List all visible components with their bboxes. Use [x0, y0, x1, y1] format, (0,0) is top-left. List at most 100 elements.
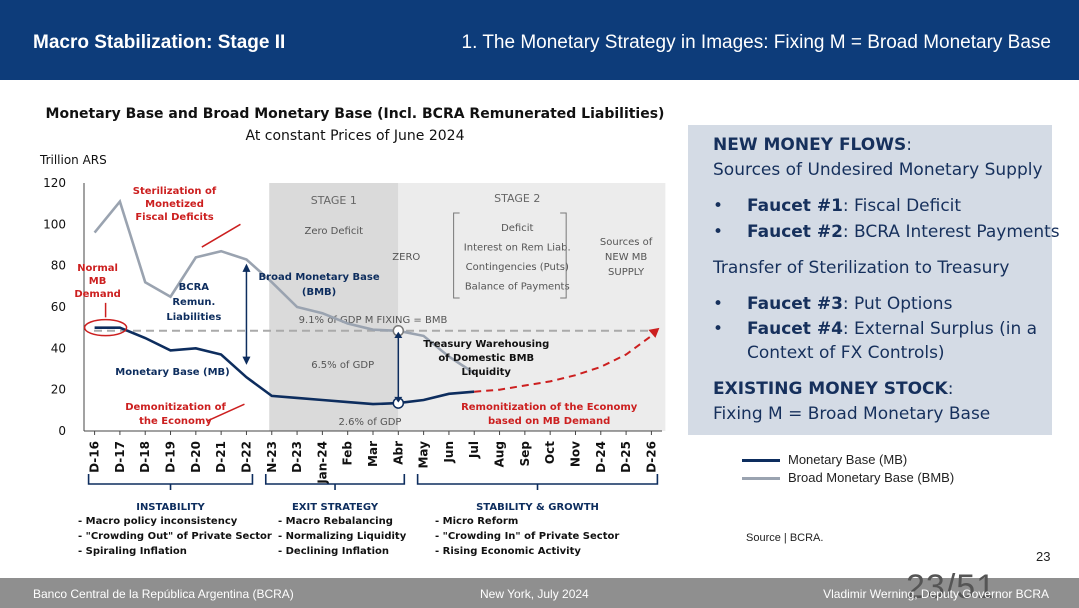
- x-tick-label: D-16: [88, 441, 102, 473]
- phase-item: - Declining Inflation: [278, 546, 389, 557]
- stage2-sources-line-2: SUPPLY: [608, 267, 645, 278]
- legend-label-mb: Monetary Base (MB): [788, 452, 908, 467]
- x-tick-label: Abr: [391, 441, 405, 465]
- y-tick-label: 40: [51, 341, 66, 355]
- monetary-base-chart: Monetary Base and Broad Monetary Base (I…: [39, 106, 666, 557]
- sterilization-label-line-2: Fiscal Deficits: [135, 212, 213, 223]
- stage1-text: Zero Deficit: [304, 226, 363, 237]
- x-tick-label: D-18: [138, 441, 152, 473]
- sterilization-label-line-0: Sterilization of: [133, 186, 217, 197]
- bcra-remun-arrow-down: [242, 356, 251, 365]
- x-tick-label: Nov: [568, 441, 582, 467]
- x-tick-label: Aug: [493, 441, 507, 467]
- demonetization-label-line-0: Demonitization of: [125, 402, 226, 413]
- panel-line-fixing-m: Fixing M = Broad Monetary Base: [713, 404, 991, 424]
- x-tick-label: Mar: [366, 441, 380, 467]
- bcra-remun-arrow-up: [242, 263, 251, 272]
- chart-subtitle: At constant Prices of June 2024: [246, 128, 465, 144]
- normal-mb-highlight: [83, 318, 128, 337]
- chart-title: Monetary Base and Broad Monetary Base (I…: [46, 106, 665, 122]
- normal-mb-label-line-0: Normal: [77, 263, 118, 274]
- footer-event: New York, July 2024: [480, 587, 589, 601]
- panel-line-undesired-supply: Sources of Undesired Monetary Supply: [713, 160, 1043, 180]
- phase-item: - Spiraling Inflation: [78, 546, 187, 557]
- chart-area: Monetary Base and Broad Monetary Base (I…: [30, 96, 680, 566]
- stage2-title: STAGE 2: [494, 192, 540, 205]
- reference-line-label: 9.1% of GDP M FIXING = BMB: [299, 315, 448, 326]
- slide-header: Macro Stabilization: Stage II 1. The Mon…: [0, 0, 1079, 80]
- y-tick-label: 0: [58, 424, 66, 438]
- phase-title: INSTABILITY: [136, 502, 205, 513]
- x-tick-label: Jan-24: [315, 441, 329, 485]
- y-tick-label: 100: [43, 217, 66, 231]
- footer-org: Banco Central de la República Argentina …: [33, 587, 294, 601]
- remonetization-label-line-0: Remonitization of the Economy: [461, 402, 638, 413]
- stage2-item: Contingencies (Puts): [466, 262, 569, 273]
- source-note: Source | BCRA.: [746, 532, 824, 544]
- x-tick-label: Jun: [442, 441, 456, 464]
- panel-line-transfer: Transfer of Sterilization to Treasury: [713, 258, 1010, 278]
- phase-title: STABILITY & GROWTH: [476, 502, 599, 513]
- x-tick-label: Feb: [341, 441, 355, 466]
- normal-mb-label-line-1: MB: [89, 276, 107, 287]
- y-tick-label: 120: [43, 176, 66, 190]
- page-number: 23: [1036, 549, 1051, 564]
- phase-item: - Normalizing Liquidity: [278, 531, 407, 542]
- treasury-label-line-0: Treasury Warehousing: [423, 339, 549, 350]
- demonetization-label-line-1: the Economy: [139, 416, 212, 427]
- x-tick-label: D-21: [214, 441, 228, 473]
- stage2-sources-line-1: NEW MB: [605, 252, 647, 263]
- phase-bracket: [264, 474, 406, 490]
- x-tick-label: D-17: [113, 441, 127, 473]
- bcra-remun-label-line-1: Remun.: [172, 297, 215, 308]
- x-tick-label: D-19: [164, 441, 178, 473]
- x-tick-label: Oct: [543, 441, 557, 464]
- phase-item: - "Crowding In" of Private Sector: [435, 531, 619, 542]
- legend-swatch-bmb: [742, 477, 780, 480]
- existing-money-stock-heading: EXISTING MONEY STOCK:: [713, 379, 954, 399]
- series-line-bmb: [93, 198, 475, 375]
- y-tick-label: 80: [51, 259, 66, 273]
- stage1-band: [269, 183, 399, 431]
- stage2-item: Balance of Payments: [465, 282, 570, 293]
- projection-arrowhead: [648, 327, 660, 338]
- stage2-sources-line-0: Sources of: [600, 237, 653, 248]
- sterilization-label-line-1: Monetized: [145, 199, 204, 210]
- footer-speaker: Vladimir Werning, Deputy Governor BCRA: [823, 587, 1049, 601]
- y-axis-label: Trillion ARS: [39, 153, 107, 167]
- new-money-flows-heading: NEW MONEY FLOWS:: [713, 135, 912, 155]
- phase-item: - Macro Rebalancing: [278, 516, 393, 527]
- projection-line: [474, 335, 652, 393]
- stage2-brace-right: [560, 212, 567, 299]
- section-title: Macro Stabilization: Stage II: [33, 32, 286, 53]
- x-tick-label: Jul: [467, 441, 481, 459]
- gdp26-label: 2.6% of GDP: [339, 417, 402, 428]
- x-tick-label: D-23: [290, 441, 304, 473]
- x-tick-label: D-25: [619, 441, 633, 473]
- x-tick-label: Sep: [518, 441, 532, 467]
- x-tick-label: N-23: [265, 441, 279, 473]
- bcra-remun-label-line-2: Liabilities: [166, 312, 221, 323]
- y-tick-label: 20: [51, 383, 66, 397]
- legend-label-bmb: Broad Monetary Base (BMB): [788, 470, 955, 485]
- bullet-icon: •: [713, 196, 724, 216]
- phase-title: EXIT STRATEGY: [292, 502, 379, 513]
- bullet-icon: •: [713, 319, 724, 339]
- treasury-label-line-2: Liquidity: [462, 367, 512, 378]
- series-line-mb: [94, 326, 475, 406]
- phase-item: - Macro policy inconsistency: [78, 516, 238, 527]
- slide-subtitle: 1. The Monetary Strategy in Images: Fixi…: [461, 32, 1051, 53]
- x-tick-label: D-26: [644, 441, 658, 473]
- stage2-item: Interest on Rem Liab.: [464, 243, 571, 254]
- bullet-icon: •: [713, 222, 724, 242]
- phase-bracket: [87, 474, 254, 490]
- sterilization-arrow: [201, 223, 241, 248]
- page-indicator: 23/51: [906, 568, 997, 606]
- bmb-label-line-0: Broad Monetary Base: [259, 272, 380, 283]
- normal-mb-label-line-2: Demand: [74, 289, 121, 300]
- stage2-brace-left: [453, 212, 460, 299]
- gdp-gap-arrow-up: [394, 331, 403, 338]
- x-tick-label: May: [417, 441, 431, 469]
- x-tick-label: D-20: [189, 441, 203, 473]
- stage2-band: [398, 183, 666, 431]
